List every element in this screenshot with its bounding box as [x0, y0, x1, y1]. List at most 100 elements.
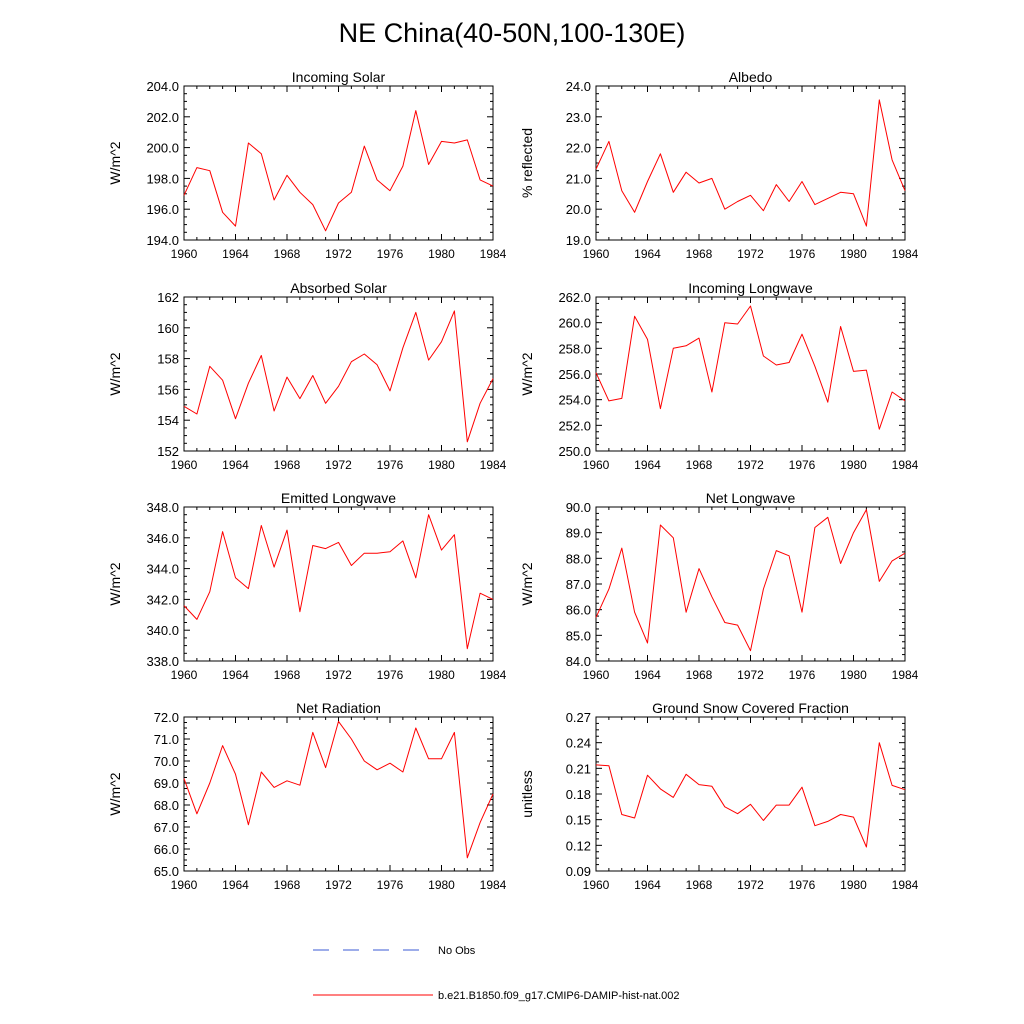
x-tick-label: 1980 [428, 878, 455, 892]
y-tick-label: 202.0 [146, 110, 179, 125]
y-tick-label: 0.12 [566, 838, 591, 853]
x-tick-label: 1968 [274, 247, 301, 261]
y-tick-label: 0.24 [566, 736, 591, 751]
plot-frame [183, 716, 494, 872]
x-tick-label: 1972 [325, 247, 352, 261]
x-tick-label: 1960 [171, 668, 198, 682]
y-tick-label: 72.0 [154, 710, 179, 725]
x-tick-label: 1976 [789, 458, 816, 472]
y-tick-label: 70.0 [154, 754, 179, 769]
y-tick-label: 90.0 [566, 500, 591, 515]
x-tick-label: 1984 [480, 458, 507, 472]
y-axis-label: W/m^2 [107, 772, 123, 815]
series-line [595, 99, 906, 227]
x-tick-label: 1960 [583, 458, 610, 472]
series-line [595, 305, 906, 430]
y-tick-label: 22.0 [566, 141, 591, 156]
x-tick-label: 1976 [789, 668, 816, 682]
x-tick-label: 1984 [892, 668, 919, 682]
x-tick-label: 1968 [686, 878, 713, 892]
y-tick-label: 67.0 [154, 820, 179, 835]
x-tick-label: 1972 [325, 878, 352, 892]
chart-incoming-longwave: Incoming Longwave W/m^2 1960 1964 1968 1972 19… [519, 280, 919, 472]
series-line [183, 310, 494, 443]
x-tick-label: 1964 [222, 247, 249, 261]
chart-absorbed-solar: Absorbed Solar W/m^2 1960 1964 1968 1972 1976 1… [107, 280, 507, 472]
x-tick-label: 1976 [377, 458, 404, 472]
x-tick-label: 1976 [789, 247, 816, 261]
y-tick-label: 204.0 [146, 79, 179, 94]
plot-frame [595, 296, 906, 452]
x-tick-label: 1960 [171, 878, 198, 892]
chart-title: Emitted Longwave [281, 490, 396, 506]
series-line [183, 514, 494, 650]
x-tick-label: 1984 [480, 247, 507, 261]
x-tick-label: 1972 [737, 668, 764, 682]
x-tick-label: 1960 [583, 247, 610, 261]
chart-albedo: Albedo % reflected 1960 1964 1968 1972 1976 198… [519, 69, 919, 261]
x-tick-label: 1980 [428, 458, 455, 472]
x-tick-label: 1964 [222, 458, 249, 472]
series-line [183, 110, 494, 232]
y-tick-label: 0.21 [566, 761, 591, 776]
legend-label-model-run: b.e21.B1850.f09_g17.CMIP6-DAMIP-hist-nat… [438, 990, 680, 1002]
y-axis-label: % reflected [519, 128, 535, 198]
y-tick-label: 20.0 [566, 202, 591, 217]
x-tick-label: 1968 [274, 878, 301, 892]
chart-net-radiation: Net Radiation W/m^2 1960 1964 1968 1972 1976 19… [107, 700, 507, 892]
chart-title: Net Longwave [706, 490, 796, 506]
y-tick-label: 89.0 [566, 526, 591, 541]
series-line [595, 509, 906, 652]
y-axis-label: W/m^2 [519, 352, 535, 395]
x-tick-label: 1984 [892, 247, 919, 261]
y-tick-label: 88.0 [566, 551, 591, 566]
x-tick-label: 1976 [377, 247, 404, 261]
chart-title: Net Radiation [296, 700, 381, 716]
y-tick-label: 262.0 [558, 290, 591, 305]
y-axis-label: W/m^2 [519, 562, 535, 605]
y-axis-label: W/m^2 [107, 562, 123, 605]
y-tick-label: 340.0 [146, 623, 179, 638]
y-tick-label: 65.0 [154, 864, 179, 879]
x-tick-label: 1964 [222, 878, 249, 892]
y-tick-label: 260.0 [558, 316, 591, 331]
y-tick-label: 156 [157, 382, 179, 397]
y-tick-label: 196.0 [146, 202, 179, 217]
x-tick-label: 1968 [274, 668, 301, 682]
chart-incoming-solar: Incoming Solar W/m^2 1960 1964 1968 1972 1976 1… [107, 69, 507, 261]
y-tick-label: 160 [157, 321, 179, 336]
y-tick-label: 24.0 [566, 79, 591, 94]
y-tick-label: 250.0 [558, 444, 591, 459]
y-tick-label: 162 [157, 290, 179, 305]
y-tick-label: 84.0 [566, 654, 591, 669]
x-tick-label: 1960 [583, 668, 610, 682]
y-tick-label: 68.0 [154, 798, 179, 813]
plot-frame [183, 296, 494, 452]
chart-title: Albedo [729, 69, 773, 85]
plot-frame [595, 506, 906, 662]
y-tick-label: 87.0 [566, 577, 591, 592]
y-tick-label: 0.27 [566, 710, 591, 725]
x-tick-label: 1984 [480, 668, 507, 682]
y-tick-label: 254.0 [558, 393, 591, 408]
series-line [183, 720, 494, 859]
x-tick-label: 1960 [583, 878, 610, 892]
chart-emitted-longwave: Emitted Longwave W/m^2 1960 1964 1968 1972 197… [107, 490, 507, 682]
x-tick-label: 1972 [325, 458, 352, 472]
x-tick-label: 1972 [737, 247, 764, 261]
y-tick-label: 200.0 [146, 141, 179, 156]
x-tick-label: 1976 [377, 668, 404, 682]
x-tick-label: 1976 [377, 878, 404, 892]
x-tick-label: 1976 [789, 878, 816, 892]
y-tick-label: 0.15 [566, 813, 591, 828]
x-tick-label: 1980 [428, 668, 455, 682]
x-tick-label: 1968 [686, 247, 713, 261]
y-tick-label: 338.0 [146, 654, 179, 669]
x-tick-label: 1984 [892, 878, 919, 892]
y-axis-label: W/m^2 [107, 352, 123, 395]
y-tick-label: 23.0 [566, 110, 591, 125]
x-tick-label: 1968 [686, 458, 713, 472]
y-tick-label: 256.0 [558, 367, 591, 382]
x-tick-label: 1964 [634, 878, 661, 892]
